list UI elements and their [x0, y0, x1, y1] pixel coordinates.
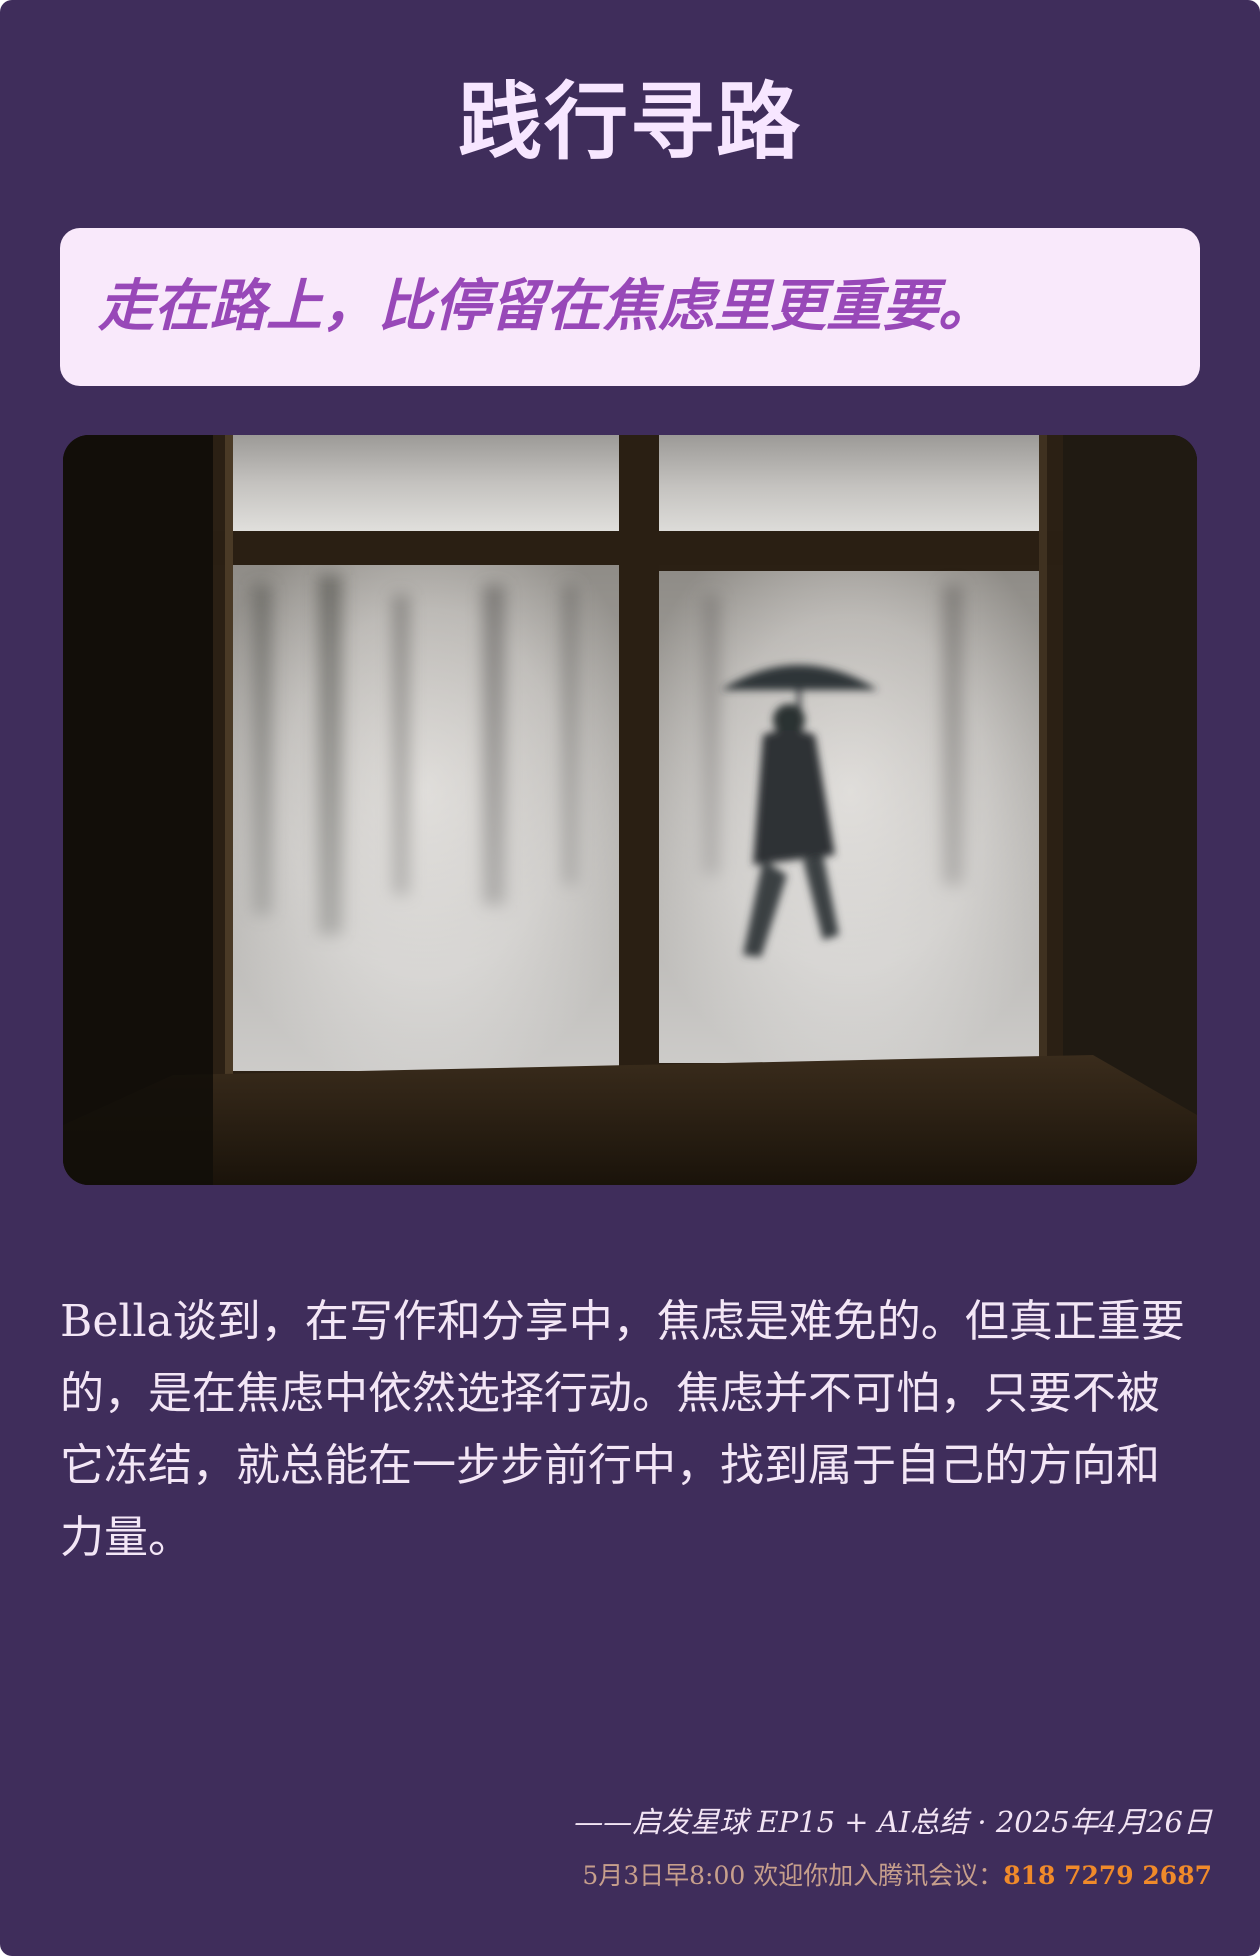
- window-umbrella-illustration: [63, 435, 1197, 1185]
- attribution: ——启发星球 EP15 + AI总结 · 2025年4月26日: [574, 1805, 1212, 1839]
- meeting-prefix: 5月3日早8:00 欢迎你加入腾讯会议：: [582, 1861, 1004, 1890]
- summary-text: Bella谈到，在写作和分享中，焦虑是难免的。但真正重要的，是在焦虑中依然选择行…: [60, 1296, 1185, 1563]
- quote-text: 走在路上，比停留在焦虑里更重要。: [98, 274, 994, 339]
- meeting-number: 818 7279 2687: [1003, 1861, 1212, 1890]
- window-illustration-svg: [63, 435, 1197, 1185]
- meeting-info: 5月3日早8:00 欢迎你加入腾讯会议：818 7279 2687: [582, 1856, 1212, 1896]
- page-title: 践行寻路: [457, 73, 802, 171]
- quote-box: 走在路上，比停留在焦虑里更重要。: [60, 228, 1200, 386]
